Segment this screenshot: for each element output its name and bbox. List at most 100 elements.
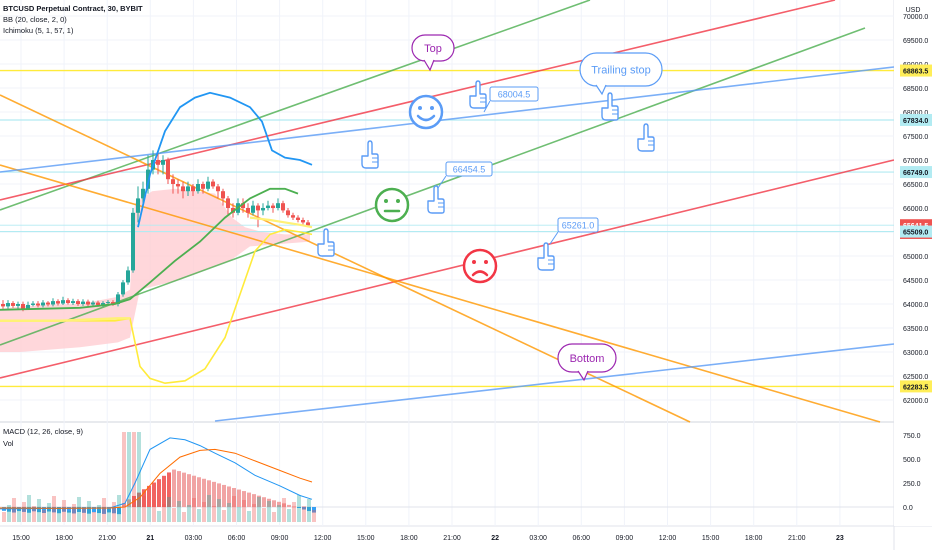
price-axis-unit: USD	[906, 7, 921, 14]
pointing-hand-icon[interactable]	[637, 123, 655, 152]
volume-bar	[37, 499, 41, 522]
smiley-sad-icon[interactable]	[462, 248, 498, 284]
time-tick-label: 03:00	[185, 535, 203, 542]
pointing-hand-icon[interactable]	[537, 242, 555, 271]
ichimoku-cloud-area	[0, 188, 310, 352]
price-label[interactable]: 65509.0	[903, 230, 928, 237]
pointing-hand-icon-shape	[361, 140, 379, 169]
drawings[interactable]: Top Trailing stop Bottom 68004.5 66454.5 6526…	[317, 34, 663, 382]
indicator-bb-label[interactable]: BB (20, close, 2, 0)	[3, 15, 67, 24]
smiley-sad-icon-mouth	[471, 270, 489, 277]
volume-bar	[187, 505, 191, 522]
indicator-ichimoku-label[interactable]: Ichimoku (5, 1, 57, 1)	[3, 26, 74, 35]
trailing-stop-callout-text: Trailing stop	[591, 65, 651, 77]
macd-histogram-bar	[277, 501, 281, 507]
pointing-hand-icon[interactable]	[427, 185, 445, 214]
price-tag-66454-box	[445, 161, 493, 177]
smiley-sad-icon-face	[462, 248, 498, 284]
candle-body	[266, 205, 270, 208]
red-trendline[interactable]	[0, 159, 895, 379]
price-tick-label: 62500.0	[903, 374, 928, 381]
time-tick-label: 09:00	[271, 535, 289, 542]
time-tick-label: 23	[836, 535, 844, 542]
price-label[interactable]: 68863.5	[903, 69, 928, 76]
green-trendline[interactable]	[0, 0, 591, 211]
macd-histogram-bar	[142, 489, 146, 507]
volume-bar	[77, 497, 81, 522]
time-tick-label: 18:00	[745, 535, 763, 542]
pointing-hand-icon[interactable]	[317, 228, 335, 257]
price-label-bg	[900, 225, 932, 238]
indicator-vol-label[interactable]: Vol	[3, 439, 14, 448]
price-tag-68004[interactable]: 68004.5	[483, 86, 539, 113]
macd-pane	[0, 432, 894, 522]
green-trendline[interactable]	[0, 27, 866, 346]
smiley-happy-icon[interactable]	[408, 94, 444, 130]
price-label[interactable]: 66749.0	[903, 170, 928, 177]
candle-body	[121, 282, 125, 295]
macd-histogram-bar	[217, 483, 221, 507]
macd-histogram-bar	[237, 489, 241, 507]
volume-bar	[67, 511, 71, 522]
candle-body	[46, 302, 50, 305]
top-callout[interactable]: Top	[411, 34, 455, 72]
candle-body	[156, 160, 160, 165]
pointing-hand-icon[interactable]	[361, 140, 379, 169]
macd-histogram-bar	[192, 475, 196, 507]
volume-bar	[57, 507, 61, 522]
candle-body	[171, 179, 175, 184]
macd-histogram-bar	[297, 507, 301, 508]
orange-trendline[interactable]	[0, 164, 881, 423]
macd-tick-label: 750.0	[903, 433, 921, 440]
candle-body	[241, 203, 245, 208]
volume-bar	[282, 498, 286, 522]
price-tag-68004-pointer	[483, 100, 491, 113]
time-tick-label: 06:00	[228, 535, 246, 542]
macd-histogram-bar	[97, 507, 101, 514]
trend-lines[interactable]	[0, 0, 895, 423]
candle-body	[166, 160, 170, 180]
volume-bar	[132, 432, 136, 522]
time-tick-label: 03:00	[529, 535, 547, 542]
time-tick-label: 18:00	[55, 535, 73, 542]
macd-line	[0, 437, 313, 510]
volume-bar	[232, 496, 236, 522]
candle-body	[106, 302, 110, 304]
volume-bar	[267, 501, 271, 522]
trailing-stop-callout[interactable]: Trailing stop	[579, 52, 663, 96]
price-label[interactable]: 67834.0	[903, 118, 928, 125]
candle-body	[221, 191, 225, 199]
time-tick-label: 15:00	[702, 535, 720, 542]
pointing-hand-icon[interactable]	[601, 92, 619, 121]
price-label-bg	[900, 64, 932, 77]
macd-histogram-bar	[227, 486, 231, 507]
top-callout-text: Top	[424, 43, 442, 55]
blue-trendline[interactable]	[0, 66, 895, 173]
trailing-stop-tail	[595, 84, 607, 96]
candle-body	[71, 301, 75, 304]
pointing-hand-icon-shape	[427, 185, 445, 214]
price-tag-66454[interactable]: 66454.5	[437, 161, 493, 189]
volume-bar	[147, 507, 151, 522]
candle-body	[136, 198, 140, 213]
time-axis[interactable]: 15:00 18:00 21:00 21 03:00 06:00 09:00 12:00 15:…	[12, 535, 844, 542]
blue-trendline[interactable]	[214, 343, 895, 422]
pointing-hand-icon[interactable]	[469, 80, 487, 109]
price-label[interactable]: 62283.5	[903, 384, 928, 391]
smiley-happy-icon-eye	[430, 106, 434, 110]
macd-histogram-bar	[127, 499, 131, 507]
volume-bar	[157, 511, 161, 522]
candle-body	[176, 184, 180, 187]
price-tag-65261[interactable]: 65261.0	[549, 217, 599, 245]
indicator-macd-label[interactable]: MACD (12, 26, close, 9)	[3, 427, 84, 436]
macd-histogram-bar	[117, 507, 121, 515]
macd-histogram-bar	[287, 504, 291, 507]
bottom-callout[interactable]: Bottom	[557, 343, 617, 382]
smiley-neutral-icon[interactable]	[374, 187, 410, 223]
candle-body	[16, 304, 20, 306]
time-tick-label: 12:00	[314, 535, 332, 542]
volume-bar	[312, 510, 316, 522]
price-axis[interactable]: USD70000.069500.069000.068500.068000.067…	[894, 0, 932, 526]
smiley-neutral-icon-face	[374, 187, 410, 223]
